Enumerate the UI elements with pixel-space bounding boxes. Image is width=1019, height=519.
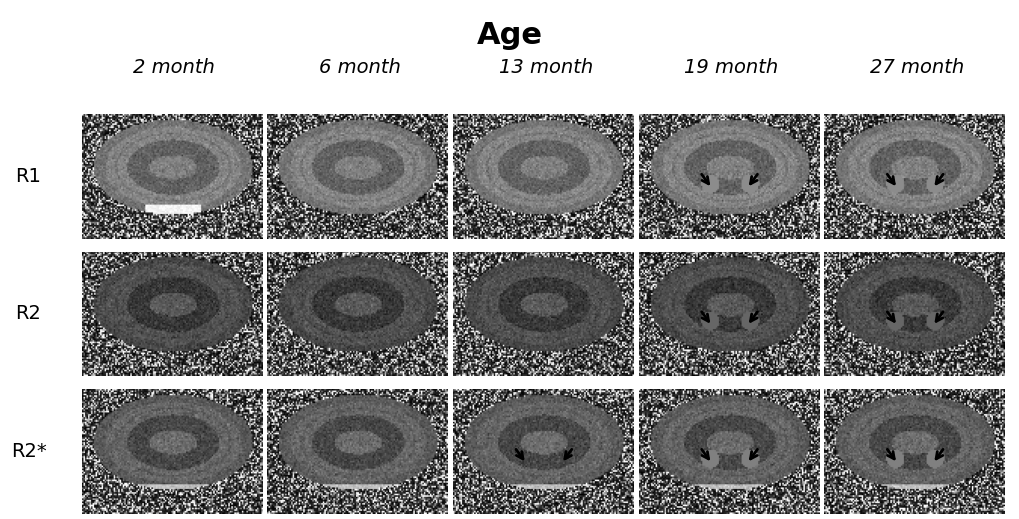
Text: R1: R1 xyxy=(15,167,42,186)
Text: 13 month: 13 month xyxy=(498,58,592,77)
Text: 27 month: 27 month xyxy=(869,58,963,77)
Text: 19 month: 19 month xyxy=(684,58,777,77)
Text: 2 month: 2 month xyxy=(133,58,215,77)
Text: 6 month: 6 month xyxy=(319,58,400,77)
Text: Age: Age xyxy=(477,21,542,50)
Text: R2*: R2* xyxy=(10,442,47,461)
Text: R2: R2 xyxy=(15,305,42,323)
